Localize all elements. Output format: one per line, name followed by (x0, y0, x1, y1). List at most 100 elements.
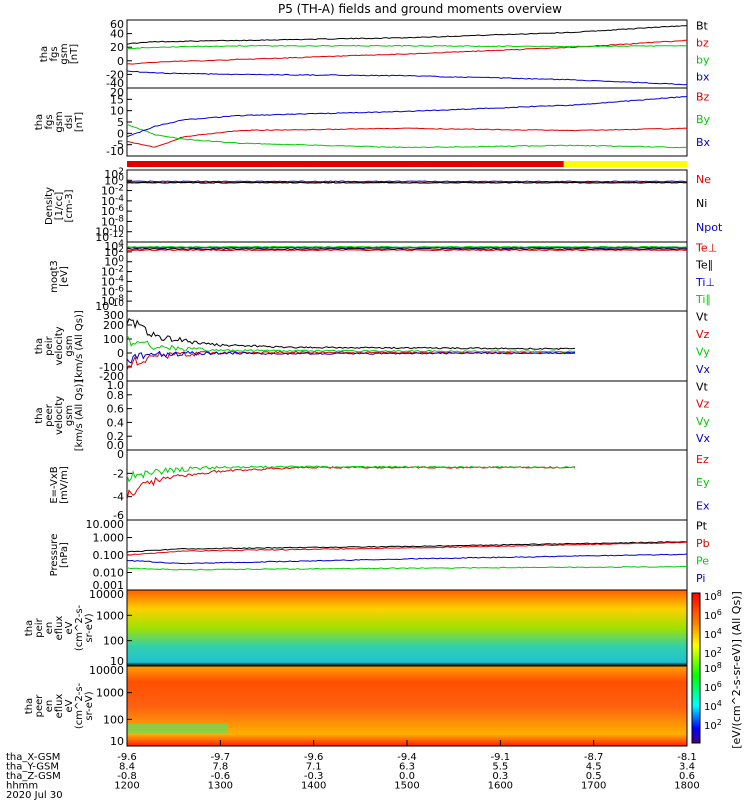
y-tick-label: 1000 (96, 609, 124, 622)
legend-Bt: Bt (696, 19, 709, 32)
y-tick-label: 0 (117, 448, 124, 461)
series-Te∥ (126, 247, 688, 250)
legend-bz: bz (696, 36, 709, 49)
y-tick-label: 200 (103, 319, 124, 332)
xaxis-value: -9.1 (491, 752, 511, 763)
peir_spectrogram: thapeirenefluxeV(cm^2-s-sr-eV) 10000 1000 1… (24, 588, 688, 668)
legend-Ti⊥: Ti⊥ (695, 276, 715, 289)
peir_velocity_panel: thapeirvelocitygsm[km/s (All Qs)] 3002001… (34, 309, 711, 383)
y-tick-label: 5 (117, 116, 124, 129)
legend-Vt: Vt (696, 380, 709, 393)
xaxis-value: 1700 (581, 781, 606, 792)
efield_panel: E=-VxB[mV/m] 0 -2 -4 -6 Ez Ey Ex (49, 448, 710, 522)
xaxis-value: -8.7 (584, 752, 604, 763)
panel-frame (126, 380, 688, 451)
y-tick-label: 20 (110, 86, 124, 99)
series-Npot (126, 180, 688, 183)
y-tick-label: 0 (117, 127, 124, 140)
y-tick-label: 0.0 (107, 439, 125, 452)
y-tick-label: 0 (117, 55, 124, 68)
series-Bx (126, 96, 688, 138)
xaxis-value: 1500 (394, 781, 419, 792)
y-axis-label: thapeirvelocitygsm[km/s (All Qs)] (34, 310, 85, 382)
peer_spectrogram: thapeerenefluxeV(cm^2-s-sr-eV) 10000 1000 1… (24, 664, 688, 748)
series-Bt (126, 25, 688, 45)
y-tick-label: 0.100 (93, 549, 125, 562)
y-tick-label: 15 (110, 93, 124, 106)
y-tick-label: -10 (106, 145, 124, 158)
y-axis-label: thapeirenefluxeV(cm^2-s-sr-eV) (24, 604, 95, 651)
y-axis-label: Pressure[nPa] (49, 534, 70, 577)
legend-Vz: Vz (696, 398, 710, 411)
colorbar-tick: 108 (704, 661, 722, 675)
xaxis-value: -0.6 (211, 771, 231, 782)
y-tick-label: -40 (106, 77, 124, 90)
xaxis-value: 8.4 (119, 762, 135, 773)
legend-Pe: Pe (696, 555, 709, 568)
colorbar-scale (691, 592, 701, 744)
series-Vy (126, 335, 576, 353)
legend-Vy: Vy (696, 415, 710, 428)
series-Bz (126, 127, 688, 148)
legend-Te∥: Te∥ (695, 259, 713, 272)
panel-frame (126, 449, 688, 521)
legend-Pi: Pi (696, 572, 705, 585)
y-axis-label: thafgsgsmdsl[nT] (34, 111, 85, 132)
y-axis-label: E=-VxB[mV/m] (49, 466, 70, 504)
y-tick-label: 0.001 (93, 579, 125, 592)
xaxis-value: -9.6 (304, 752, 324, 763)
y-axis-label: moqt3[eV] (49, 260, 70, 293)
y-tick-label: 0 (117, 347, 124, 360)
y-tick-label: -20 (106, 68, 124, 81)
y-tick-label: 10 (110, 655, 124, 668)
legend-Vt: Vt (696, 311, 709, 324)
y-tick-label: 10 (110, 735, 124, 748)
xaxis-value: 7.1 (306, 762, 322, 773)
y-tick-label: 0.6 (107, 403, 125, 416)
panels: thafgsgsm[nT]6040200-20-40Btbzbybxthafgs… (24, 18, 723, 748)
series-Vx (126, 350, 576, 364)
y-tick-label: 0.4 (107, 416, 125, 429)
legend-Bz: Bz (696, 90, 710, 103)
xaxis-date: 2020 Jul 30 (6, 790, 63, 800)
colorbar-tick: 108 (704, 589, 722, 603)
series-Pe (126, 565, 688, 571)
colorbar-tick: 102 (704, 718, 722, 732)
series-Ey (126, 465, 576, 483)
panel-frame (126, 310, 688, 382)
y-tick-label: 10000 (89, 588, 124, 601)
density_panel: Density[1/cc][cm-3]10210010-210-410-610-… (44, 167, 723, 244)
legend-Pb: Pb (696, 537, 710, 550)
xaxis-value: 1400 (301, 781, 326, 792)
y-tick-label: 10000 (89, 664, 124, 677)
peer_velocity_panel: thapeervelocitygsm[km/s (All Qs)] 1.00.80… (34, 379, 711, 452)
y-tick-label: 10 (110, 105, 124, 118)
plot-title: P5 (TH-A) fields and ground moments over… (278, 2, 562, 16)
y-tick-label: -4 (113, 491, 124, 504)
y-tick-label: -200 (99, 370, 124, 383)
xaxis-value: 7.8 (212, 762, 228, 773)
xaxis-value: 6.3 (399, 762, 415, 773)
y-tick-label: 1.000 (93, 532, 125, 545)
y-tick-label: -5 (113, 139, 124, 152)
series-Ti∥ (126, 245, 688, 248)
legend-bx: bx (696, 70, 710, 83)
colorbar-tick: 104 (704, 699, 722, 713)
y-axis-label: thapeerenefluxeV(cm^2-s-sr-eV) (24, 682, 95, 729)
y-tick-label: -6 (113, 509, 124, 522)
xaxis-value: -9.4 (397, 752, 417, 763)
y-tick-label: 0.8 (107, 389, 125, 402)
y-tick-label: 0.2 (107, 430, 125, 443)
series-Vz (126, 350, 575, 371)
xaxis-row-label: tha_Y-GSM (6, 762, 59, 773)
series-Ez (126, 466, 575, 501)
series-Te⊥ (126, 249, 688, 252)
xaxis-row-label: tha_Z-GSM (6, 771, 61, 782)
legend-Vy: Vy (696, 346, 710, 359)
y-axis-label: thapeervelocitygsm[km/s (All Qs)] (34, 380, 85, 452)
colorbar-tick: 106 (704, 680, 722, 694)
xaxis-value: 0.5 (586, 771, 602, 782)
spectrogram-image (127, 590, 687, 666)
legend-Ey: Ey (696, 476, 710, 489)
xaxis-value: -0.3 (304, 771, 324, 782)
